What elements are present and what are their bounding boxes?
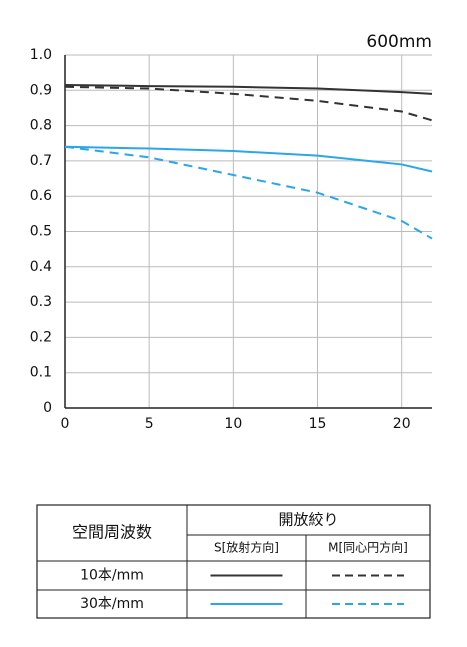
table-row-label: 10本/mm [80, 568, 144, 584]
table-header: 空間周波数 [72, 523, 152, 542]
table-row-label: 30本/mm [80, 596, 144, 612]
y-tick-label: 0.5 [30, 224, 52, 240]
series-line [64, 84, 433, 95]
y-tick-label: 0.9 [30, 82, 52, 98]
table-column-label: M[同心円方向] [328, 540, 408, 555]
table-column-label: S[放射方向] [214, 540, 279, 555]
y-tick-label: 0.2 [30, 329, 52, 345]
series-line [64, 145, 433, 173]
series-line [64, 145, 433, 240]
x-tick-label: 20 [393, 416, 411, 432]
y-tick-label: 0.1 [30, 365, 52, 381]
x-tick-label: 10 [224, 416, 242, 432]
x-tick-label: 0 [61, 416, 70, 432]
y-tick-label: 1.0 [30, 47, 52, 63]
y-tick-label: 0.6 [30, 188, 52, 204]
y-tick-label: 0.3 [30, 294, 52, 310]
table-header: 開放絞り [278, 511, 338, 529]
y-tick-label: 0.4 [30, 259, 52, 275]
x-tick-label: 5 [145, 416, 154, 432]
chart-title: 600mm [366, 32, 432, 52]
y-tick-label: 0.7 [30, 153, 52, 169]
y-tick-label: 0 [43, 400, 52, 416]
y-tick-label: 0.8 [30, 118, 52, 134]
series-line [64, 85, 433, 122]
x-tick-label: 15 [309, 416, 327, 432]
